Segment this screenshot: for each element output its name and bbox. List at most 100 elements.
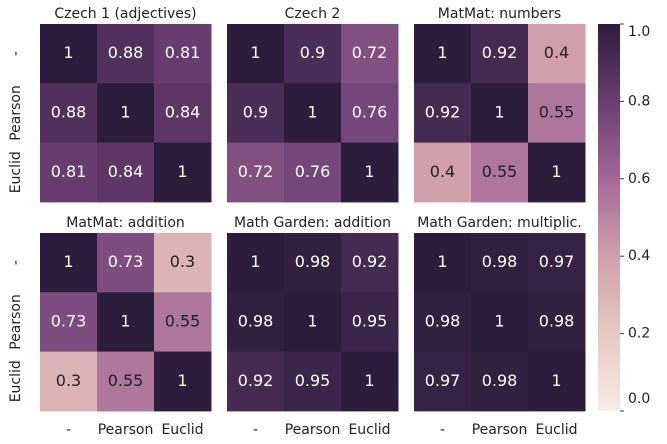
heatmap-cell xyxy=(40,233,98,293)
heatmap-cell xyxy=(284,351,342,412)
heatmap-cell xyxy=(528,351,586,412)
cell-label: 1 xyxy=(494,102,504,121)
colorbar-tick-label: 0.2 xyxy=(628,326,650,342)
y-tick-label: Pearson xyxy=(8,294,24,350)
heatmap-cell xyxy=(284,142,342,203)
panel-title: Math Garden: multiplic. xyxy=(417,215,582,231)
cell-label: 0.92 xyxy=(352,252,388,271)
heatmap-cell xyxy=(528,83,586,144)
cell-label: 0.92 xyxy=(425,102,461,121)
x-tick-label: Pearson xyxy=(285,422,341,438)
heatmap-cell xyxy=(154,292,212,353)
cell-label: 0.3 xyxy=(170,252,195,271)
cell-label: 0.98 xyxy=(238,311,274,330)
heatmap-cell xyxy=(97,142,155,203)
heatmap-cell xyxy=(97,83,155,144)
cell-label: 1 xyxy=(63,252,73,271)
heatmap-cell xyxy=(471,83,529,144)
heatmap-cell xyxy=(97,24,155,84)
heatmap-cell xyxy=(414,24,472,84)
cell-label: 0.97 xyxy=(425,371,461,390)
colorbar-tick-label: 1.0 xyxy=(628,24,650,40)
cell-label: 0.55 xyxy=(539,102,575,121)
cell-label: 1 xyxy=(63,43,73,62)
cell-label: 0.95 xyxy=(295,371,331,390)
cell-label: 0.55 xyxy=(108,371,144,390)
x-tick-label: Euclid xyxy=(535,422,577,438)
colorbar xyxy=(598,24,620,411)
heatmap-cell xyxy=(227,351,285,412)
cell-label: 1 xyxy=(551,371,561,390)
heatmap-cell xyxy=(97,292,155,353)
cell-label: 0.76 xyxy=(295,162,331,181)
x-tick-label: Euclid xyxy=(348,422,390,438)
cell-label: 0.9 xyxy=(243,102,268,121)
cell-label: 0.9 xyxy=(300,43,325,62)
colorbar-tick-label: 0.4 xyxy=(628,248,650,264)
y-tick-label: Pearson xyxy=(8,85,24,141)
cell-label: 0.4 xyxy=(544,43,569,62)
heatmap-cell xyxy=(471,292,529,353)
x-tick-label: Pearson xyxy=(472,422,528,438)
heatmap-cell xyxy=(414,83,472,144)
heatmap-cell xyxy=(154,351,212,412)
panel-title: Czech 1 (adjectives) xyxy=(54,6,196,22)
y-tick-label: - xyxy=(8,51,24,56)
colorbar-tick-label: 0.0 xyxy=(628,391,650,407)
heatmap-cell xyxy=(528,142,586,203)
heatmap-cell xyxy=(40,142,98,203)
heatmap-cell xyxy=(341,351,399,412)
panel-title: MatMat: addition xyxy=(66,215,185,231)
x-tick-label: Euclid xyxy=(161,422,203,438)
panel-title: Czech 2 xyxy=(285,6,341,22)
cell-label: 0.72 xyxy=(238,162,274,181)
cell-label: 1 xyxy=(120,311,130,330)
heatmap-cell xyxy=(284,83,342,144)
heatmap-cell xyxy=(40,292,98,353)
cell-label: 1 xyxy=(494,311,504,330)
panel-title: MatMat: numbers xyxy=(438,6,561,22)
y-tick-label: Euclid xyxy=(8,151,24,193)
heatmap-cell xyxy=(414,351,472,412)
heatmap-cell xyxy=(97,351,155,412)
cell-label: 1 xyxy=(364,162,374,181)
heatmap-cell xyxy=(341,233,399,293)
x-tick-label: - xyxy=(440,422,445,438)
cell-label: 1 xyxy=(177,162,187,181)
cell-label: 0.98 xyxy=(482,252,518,271)
heatmap-cell xyxy=(154,24,212,84)
cell-label: 0.3 xyxy=(56,371,81,390)
cell-label: 0.73 xyxy=(51,311,87,330)
heatmap-cell xyxy=(284,292,342,353)
cell-label: 0.92 xyxy=(238,371,274,390)
panel-title: Math Garden: addition xyxy=(234,215,391,231)
heatmap-cell xyxy=(284,233,342,293)
heatmap-cell xyxy=(227,83,285,144)
cell-label: 0.88 xyxy=(51,102,87,121)
x-tick-label: - xyxy=(253,422,258,438)
cell-label: 0.98 xyxy=(425,311,461,330)
cell-label: 0.72 xyxy=(352,43,388,62)
cell-label: 0.55 xyxy=(165,311,201,330)
cell-label: 0.4 xyxy=(430,162,455,181)
heatmap-cell xyxy=(40,351,98,412)
x-tick-label: - xyxy=(66,422,71,438)
cell-label: 1 xyxy=(177,371,187,390)
cell-label: 0.55 xyxy=(482,162,518,181)
heatmap-cell xyxy=(528,24,586,84)
heatmap-cell xyxy=(528,233,586,293)
colorbar-tick-label: 0.8 xyxy=(628,93,650,109)
cell-label: 0.98 xyxy=(539,311,575,330)
cell-label: 1 xyxy=(250,43,260,62)
cell-label: 0.73 xyxy=(108,252,144,271)
cell-label: 0.92 xyxy=(482,43,518,62)
heatmap-cell xyxy=(341,24,399,84)
cell-label: 1 xyxy=(437,43,447,62)
cell-label: 1 xyxy=(551,162,561,181)
cell-label: 0.84 xyxy=(165,102,201,121)
heatmap-cell xyxy=(154,233,212,293)
heatmap-cell xyxy=(227,142,285,203)
heatmap-cell xyxy=(40,24,98,84)
cell-label: 1 xyxy=(437,252,447,271)
